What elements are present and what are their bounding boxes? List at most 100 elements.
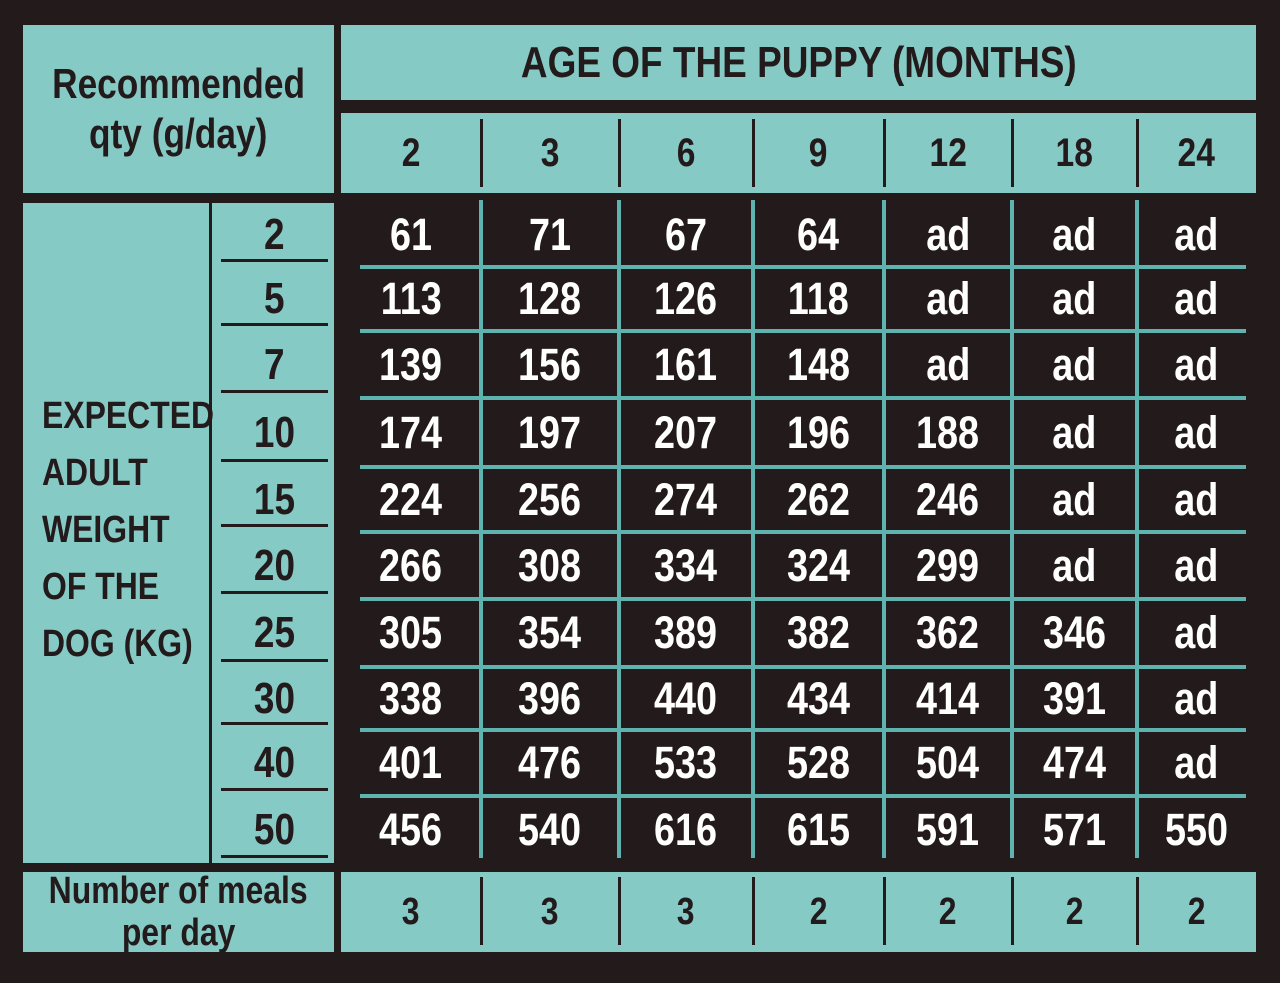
meal-count-cell: 3: [481, 872, 619, 952]
age-title: AGE OF THE PUPPY (MONTHS): [520, 37, 1077, 87]
grid-row-line: [360, 728, 1246, 732]
grid-row-line: [360, 329, 1246, 333]
meal-row-separator: [618, 877, 621, 945]
data-cell: 126: [619, 267, 753, 331]
data-value: 156: [518, 338, 582, 390]
data-cell: 61: [341, 203, 481, 267]
weight-row-separator: [221, 390, 328, 393]
data-cell: 528: [753, 730, 884, 796]
data-cell: ad: [1012, 203, 1137, 267]
data-value: 207: [654, 406, 718, 458]
meals-label-line1: Number of meals: [49, 870, 308, 912]
grid-col-line: [617, 200, 621, 858]
data-value: ad: [1174, 209, 1219, 260]
weight-kg-cell: 25: [221, 599, 328, 667]
data-cell: 262: [753, 467, 884, 532]
data-cell: ad: [1137, 599, 1256, 667]
data-cell: 389: [619, 599, 753, 667]
weight-kg-value: 15: [253, 474, 296, 524]
weight-kg-cell: 50: [221, 796, 328, 863]
age-title-panel: AGE OF THE PUPPY (MONTHS): [341, 25, 1256, 100]
data-cell: ad: [1137, 331, 1256, 398]
weight-label-line: ADULT: [42, 452, 148, 494]
age-header-separator: [752, 119, 755, 187]
weight-row-separator: [221, 459, 328, 462]
data-cell: 401: [341, 730, 481, 796]
data-cell: 533: [619, 730, 753, 796]
meal-count-value: 2: [939, 890, 957, 933]
weight-kg-value: 10: [253, 407, 296, 457]
age-header-separator: [618, 119, 621, 187]
data-value: ad: [1174, 672, 1219, 724]
weight-kg-cell: 7: [221, 331, 328, 398]
data-cell: ad: [1137, 667, 1256, 730]
meal-count-value: 3: [541, 890, 559, 933]
data-cell: 64: [753, 203, 884, 267]
corner-header-panel: Recommended qty (g/day): [23, 25, 334, 193]
meal-row-separator: [1136, 877, 1139, 945]
data-value: ad: [1052, 406, 1097, 458]
grid-row-line: [360, 665, 1246, 669]
data-value: 334: [654, 539, 718, 591]
data-value: ad: [925, 273, 971, 324]
age-month-value: 6: [676, 130, 696, 175]
data-value: 440: [654, 672, 718, 724]
data-cell: 540: [481, 796, 619, 863]
weight-kg-value: 40: [253, 738, 296, 787]
weight-kg-cell: 30: [221, 667, 328, 730]
age-month-value: 3: [540, 130, 560, 175]
data-cell: 188: [884, 398, 1012, 467]
data-value: 262: [786, 473, 851, 525]
data-cell: 456: [341, 796, 481, 863]
age-header-cell: 9: [753, 113, 884, 193]
data-value: 197: [518, 406, 582, 458]
data-cell: 224: [341, 467, 481, 532]
data-cell: 476: [481, 730, 619, 796]
data-value: 362: [916, 607, 980, 658]
grid-col-line: [479, 200, 483, 858]
data-cell: 197: [481, 398, 619, 467]
weight-kg-value: 20: [253, 540, 296, 590]
age-month-value: 18: [1055, 130, 1094, 175]
weight-kg-value: 50: [253, 804, 296, 854]
weight-row-separator: [221, 722, 328, 725]
weight-kg-value: 30: [253, 673, 296, 723]
meals-label-line2: per day: [121, 912, 236, 954]
data-value: ad: [1052, 273, 1097, 324]
data-value: 139: [379, 338, 443, 390]
data-cell: 161: [619, 331, 753, 398]
data-cell: 615: [753, 796, 884, 863]
expected-weight-label: EXPECTED ADULT WEIGHT OF THE DOG (KG): [42, 388, 217, 673]
grid-row-line: [360, 530, 1246, 534]
data-value: 550: [1164, 803, 1229, 855]
age-month-value: 9: [809, 130, 828, 175]
data-cell: 414: [884, 667, 1012, 730]
data-value: ad: [1174, 607, 1219, 658]
meal-row-separator: [480, 877, 483, 945]
weight-row-separator: [221, 524, 328, 527]
weight-kg-cell: 5: [221, 267, 328, 331]
data-value: 571: [1042, 803, 1107, 855]
meal-count-value: 2: [1187, 890, 1206, 933]
data-cell: 382: [753, 599, 884, 667]
grid-col-line: [1135, 200, 1139, 858]
data-cell: 148: [753, 331, 884, 398]
data-value: 188: [916, 406, 980, 458]
meal-count-cell: 2: [753, 872, 884, 952]
data-value: 118: [787, 273, 849, 324]
meals-row: [341, 872, 1256, 952]
data-value: 126: [654, 273, 718, 324]
data-cell: 334: [619, 532, 753, 599]
data-cell: ad: [1012, 331, 1137, 398]
age-header-cell: 6: [619, 113, 753, 193]
data-cell: 362: [884, 599, 1012, 667]
data-cell: 308: [481, 532, 619, 599]
data-value: 346: [1042, 607, 1107, 658]
meal-count-cell: 2: [1137, 872, 1256, 952]
data-value: 338: [379, 672, 443, 724]
data-value: ad: [1174, 473, 1219, 525]
data-value: 196: [786, 406, 851, 458]
data-value: 67: [664, 209, 708, 260]
data-value: 266: [379, 539, 443, 591]
grid-row-line: [360, 265, 1246, 269]
